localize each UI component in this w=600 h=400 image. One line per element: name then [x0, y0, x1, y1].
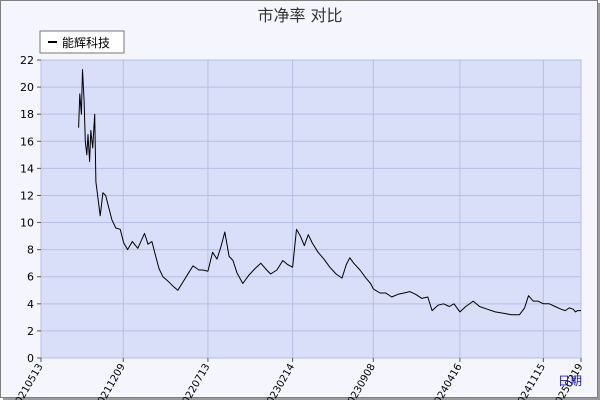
y-tick-label: 2: [27, 325, 34, 338]
y-tick-label: 22: [20, 54, 34, 67]
plot-area: [40, 59, 582, 359]
series-layer: [78, 69, 581, 316]
y-tick-label: 6: [27, 271, 34, 284]
grid: [40, 59, 582, 359]
x-tick-label: 20211209: [93, 362, 128, 400]
y-tick-label: 0: [27, 352, 34, 365]
x-tick-label: 20230214: [262, 362, 297, 400]
x-tick-label: 20240416: [430, 362, 465, 400]
chart-title: 市净率 对比: [257, 6, 342, 25]
x-axis-label: 日期: [558, 374, 582, 388]
y-tick-label: 10: [20, 217, 34, 230]
x-tick-label: 20220713: [178, 362, 213, 400]
x-axis: 20210513 20211209 20220713 20230214 20230908…: [11, 358, 586, 400]
legend: 能辉科技: [39, 30, 125, 54]
y-tick-label: 12: [20, 189, 34, 202]
y-tick-label: 18: [20, 108, 34, 121]
y-tick-label: 8: [27, 244, 34, 257]
y-axis: 0 2 4 6 8 10 12 14 16 18 20 22: [20, 54, 41, 365]
legend-label: 能辉科技: [62, 36, 110, 50]
x-tick-label: 20241115: [513, 362, 548, 400]
y-tick-label: 16: [20, 135, 34, 148]
legend-box: [39, 30, 125, 54]
y-tick-label: 14: [20, 162, 34, 175]
x-tick-label: 20210513: [11, 362, 46, 400]
y-tick-label: 4: [27, 298, 34, 311]
x-tick-label: 20230908: [343, 362, 378, 400]
y-tick-label: 20: [20, 81, 34, 94]
series-line: [78, 69, 581, 316]
